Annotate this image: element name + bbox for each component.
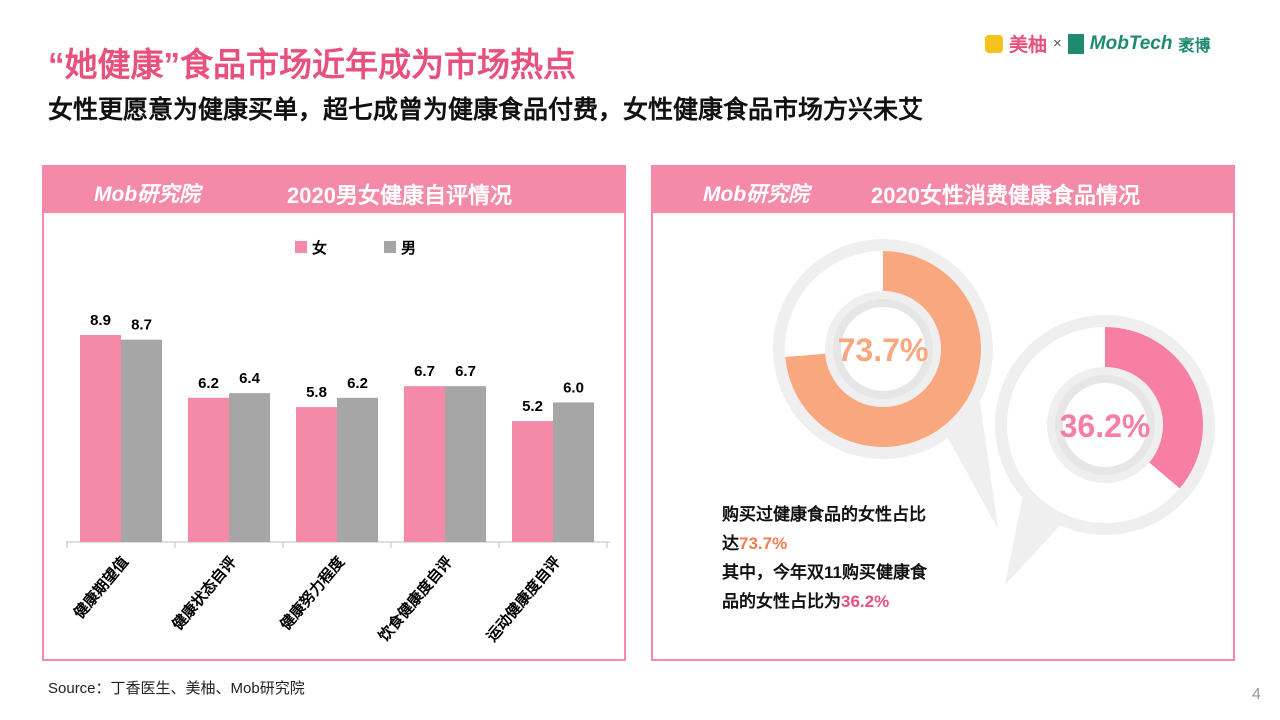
inner-ring [1055, 375, 1155, 475]
bar [512, 421, 553, 542]
value-label: 8.7 [131, 317, 152, 334]
caption: 购买过健康食品的女性占比达73.7% 其中，今年双11购买健康食品的女性占比为3… [722, 500, 940, 616]
panel-logo: Mob研究院 [703, 183, 810, 206]
value-label: 6.2 [347, 375, 368, 392]
chart-title: 2020女性消费健康食品情况 [871, 183, 1140, 208]
page-number: 4 [1252, 686, 1261, 703]
legend-swatch [384, 241, 396, 253]
panel: Mob研究院 2020男女健康自评情况 [42, 165, 626, 661]
donut-segment [785, 251, 981, 447]
logo: MobTech [1089, 32, 1173, 54]
value-label: 8.9 [90, 312, 111, 329]
value-label: 5.8 [306, 384, 327, 401]
donut-label: 36.2% [1060, 408, 1151, 444]
donut-label: 73.7% [838, 332, 929, 368]
icon [985, 34, 1003, 53]
icon [1067, 33, 1084, 54]
chart-title: 2020男女健康自评情况 [287, 183, 512, 208]
donut-segment [1105, 326, 1203, 489]
legend-swatch [295, 241, 307, 253]
bar [553, 402, 594, 542]
x-tick-label: 健康期望值 [70, 553, 132, 622]
bar [229, 393, 270, 542]
x-tick-label: 健康状态自评 [168, 553, 240, 634]
x-tick-label: 运动健康度自评 [483, 553, 564, 645]
value-label: 6.7 [414, 363, 435, 380]
panel: Mob研究院 2020女性消费健康食品情况 [651, 165, 1235, 661]
subtitle: 女性更愿意为健康买单，超七成曾为健康食品付费，女性健康食品市场方兴未艾 [48, 96, 924, 124]
value-label: 6.2 [198, 375, 219, 392]
x-tick-label: 饮食健康度自评 [374, 553, 456, 646]
panel-logo: Mob研究院 [94, 183, 201, 206]
bar [445, 386, 486, 542]
inner-ring [833, 299, 933, 399]
logo-sep: × [1053, 35, 1062, 52]
value-label: 6.0 [563, 379, 584, 396]
title: “她健康”食品市场近年成为市场热点 [48, 46, 576, 83]
value-label: 6.7 [455, 363, 476, 380]
bubble-tail [1005, 485, 1065, 585]
value-label: 6.4 [239, 370, 261, 387]
bar [296, 407, 337, 542]
bar [404, 386, 445, 542]
bar [121, 339, 162, 542]
caption-text: 其中，今年双11购买健康食品的女性占比为 [722, 563, 927, 611]
bar [188, 397, 229, 542]
legend-label: 女 [312, 239, 327, 257]
source: Source：丁香医生、美柚、Mob研究院 [48, 680, 305, 697]
logos: 美柚 × MobTech 袤博 [985, 30, 1210, 57]
caption-text: 购买过健康食品的女性占比达 [722, 505, 926, 553]
bar [80, 335, 121, 542]
logo: 美柚 [1009, 35, 1048, 56]
bar [337, 397, 378, 542]
bubble-tail [943, 389, 998, 529]
legend-label: 男 [401, 240, 416, 257]
caption-value: 73.7% [739, 534, 788, 553]
x-tick-label: 健康努力程度 [276, 552, 348, 633]
panel-header: Mob研究院 2020男女健康自评情况 [44, 167, 624, 213]
value-label: 5.2 [522, 398, 543, 415]
caption-value: 36.2% [841, 592, 890, 611]
panel-header: Mob研究院 2020女性消费健康食品情况 [653, 167, 1233, 213]
logo: 袤博 [1178, 37, 1211, 55]
